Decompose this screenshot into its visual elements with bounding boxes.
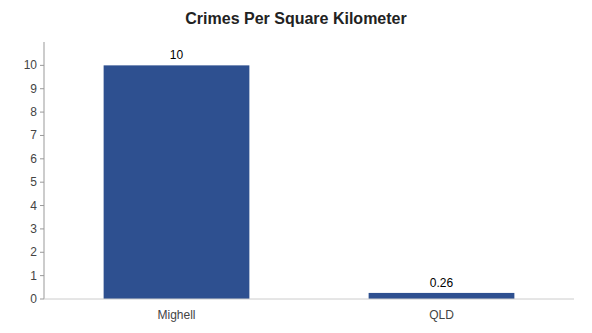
y-tick (40, 182, 44, 183)
y-tick (40, 65, 44, 66)
y-tick (40, 275, 44, 276)
y-tick-label: 3 (30, 222, 37, 236)
y-tick (40, 88, 44, 89)
y-tick-label: 0 (30, 292, 37, 306)
bar (104, 65, 250, 299)
data-label: 10 (170, 48, 184, 62)
y-tick-label: 4 (30, 199, 37, 213)
labels: 100.26 (170, 48, 454, 290)
y-tick (40, 228, 44, 229)
y-tick-label: 6 (30, 152, 37, 166)
title: Crimes Per Square Kilometer (185, 10, 406, 27)
bar (369, 293, 515, 299)
chart: Crimes Per Square Kilometer0123456789101… (0, 0, 592, 333)
y-tick-label: 8 (30, 105, 37, 119)
x-tick-label: QLD (429, 308, 454, 322)
y-tick-label: 5 (30, 175, 37, 189)
y-tick-label: 7 (30, 128, 37, 142)
x-tick-label: Mighell (157, 308, 195, 322)
y-tick (40, 299, 44, 300)
y-tick (40, 158, 44, 159)
y-tick (40, 205, 44, 206)
y-axis-line (44, 42, 45, 299)
y-tick (40, 112, 44, 113)
bars (104, 65, 515, 299)
background (0, 0, 592, 333)
y-axis: 0 1 2 3 4 5 6 7 8 9 10 (24, 42, 44, 306)
data-label: 0.26 (430, 276, 454, 290)
y-tick-label: 10 (24, 58, 38, 72)
x-axis-line (44, 299, 574, 300)
y-tick (40, 135, 44, 136)
y-tick-label: 2 (30, 245, 37, 259)
y-tick-label: 1 (30, 269, 37, 283)
y-tick (40, 252, 44, 253)
y-tick-label: 9 (30, 82, 37, 96)
